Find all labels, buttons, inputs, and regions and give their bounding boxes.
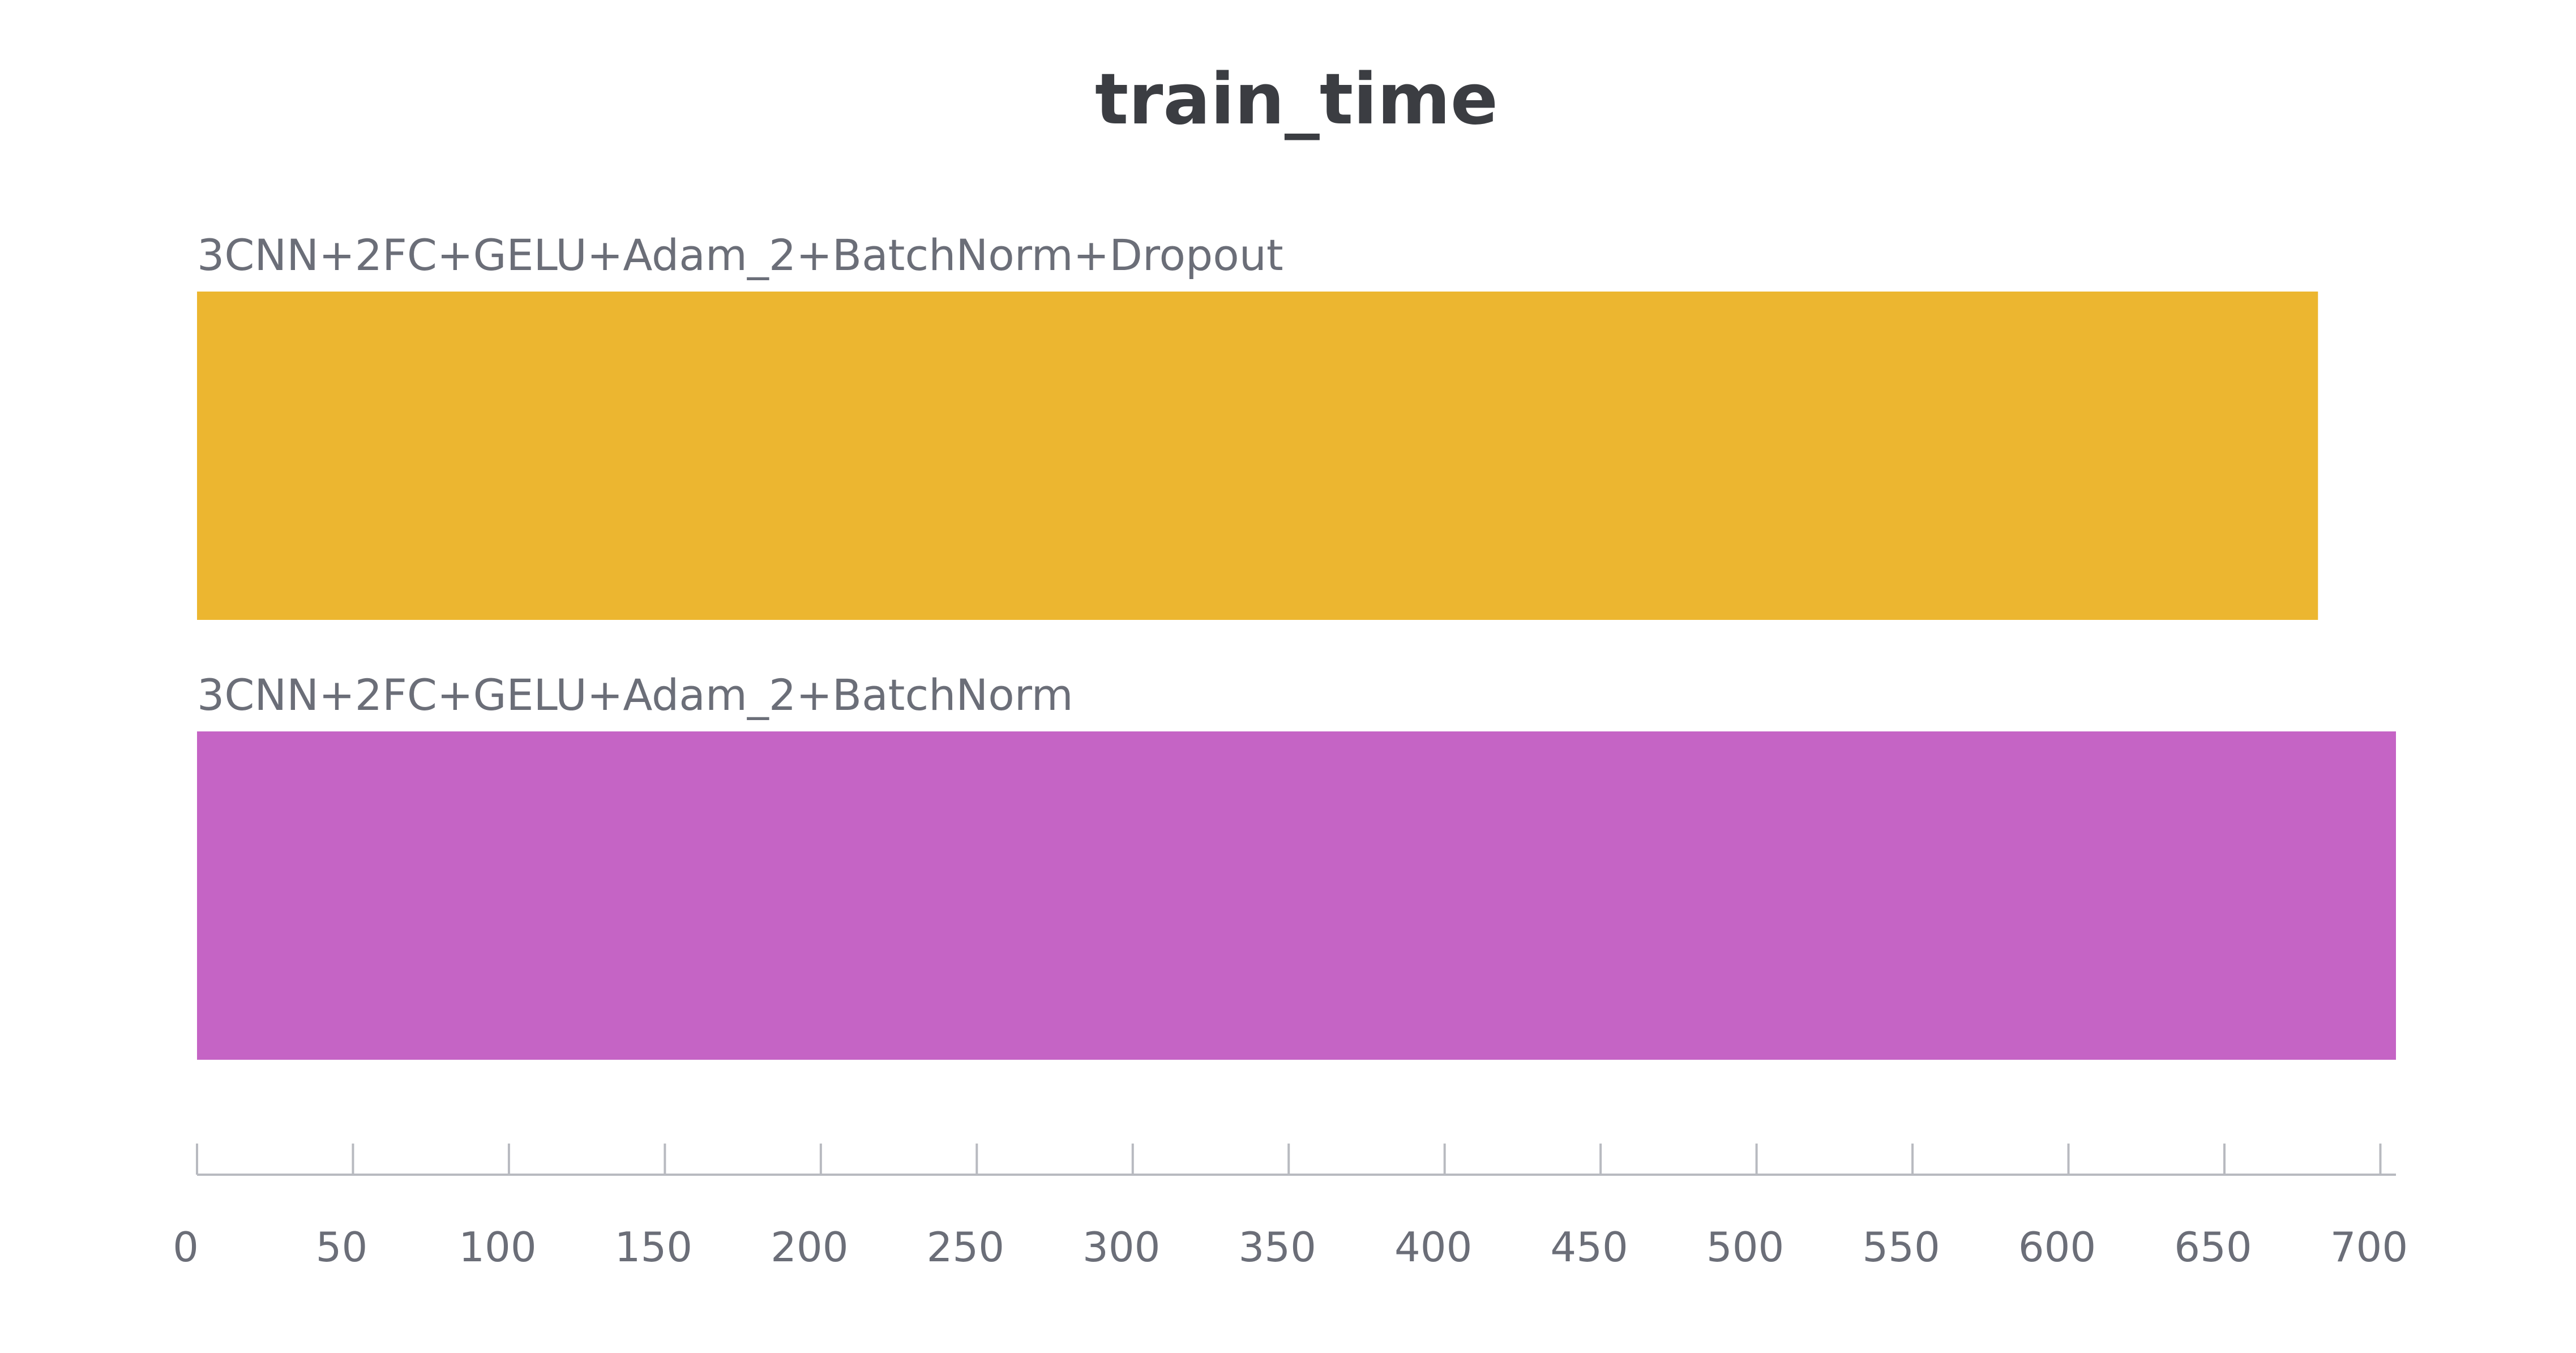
x-tick-label: 0 xyxy=(173,1223,199,1271)
x-tick-label: 700 xyxy=(2330,1223,2408,1271)
x-tick-label: 500 xyxy=(1706,1223,1784,1271)
chart-title: train_time xyxy=(1095,59,1498,140)
x-tick-label: 650 xyxy=(2174,1223,2252,1271)
x-tick-label: 200 xyxy=(771,1223,848,1271)
bars-group: 3CNN+2FC+GELU+Adam_2+BatchNorm+Dropout 3C… xyxy=(197,230,2396,1060)
bar[interactable] xyxy=(197,292,2318,620)
x-tick-label: 50 xyxy=(316,1223,368,1271)
bar-label: 3CNN+2FC+GELU+Adam_2+BatchNorm+Dropout xyxy=(197,230,1283,280)
x-tick-label: 600 xyxy=(2018,1223,2096,1271)
x-tick-label: 250 xyxy=(927,1223,1004,1271)
x-tick-label: 550 xyxy=(1862,1223,1940,1271)
x-tick-label: 450 xyxy=(1550,1223,1628,1271)
bar-label: 3CNN+2FC+GELU+Adam_2+BatchNorm xyxy=(197,670,1073,720)
x-tick-label: 150 xyxy=(615,1223,692,1271)
x-axis: 0 50 100 150 200 250 300 350 400 450 500 550 600 650 7… xyxy=(173,1144,2408,1271)
x-tick-label: 400 xyxy=(1394,1223,1472,1271)
x-tick-label: 350 xyxy=(1239,1223,1316,1271)
x-tick-label: 100 xyxy=(459,1223,536,1271)
bar[interactable] xyxy=(197,731,2396,1060)
x-tick-label: 300 xyxy=(1082,1223,1160,1271)
